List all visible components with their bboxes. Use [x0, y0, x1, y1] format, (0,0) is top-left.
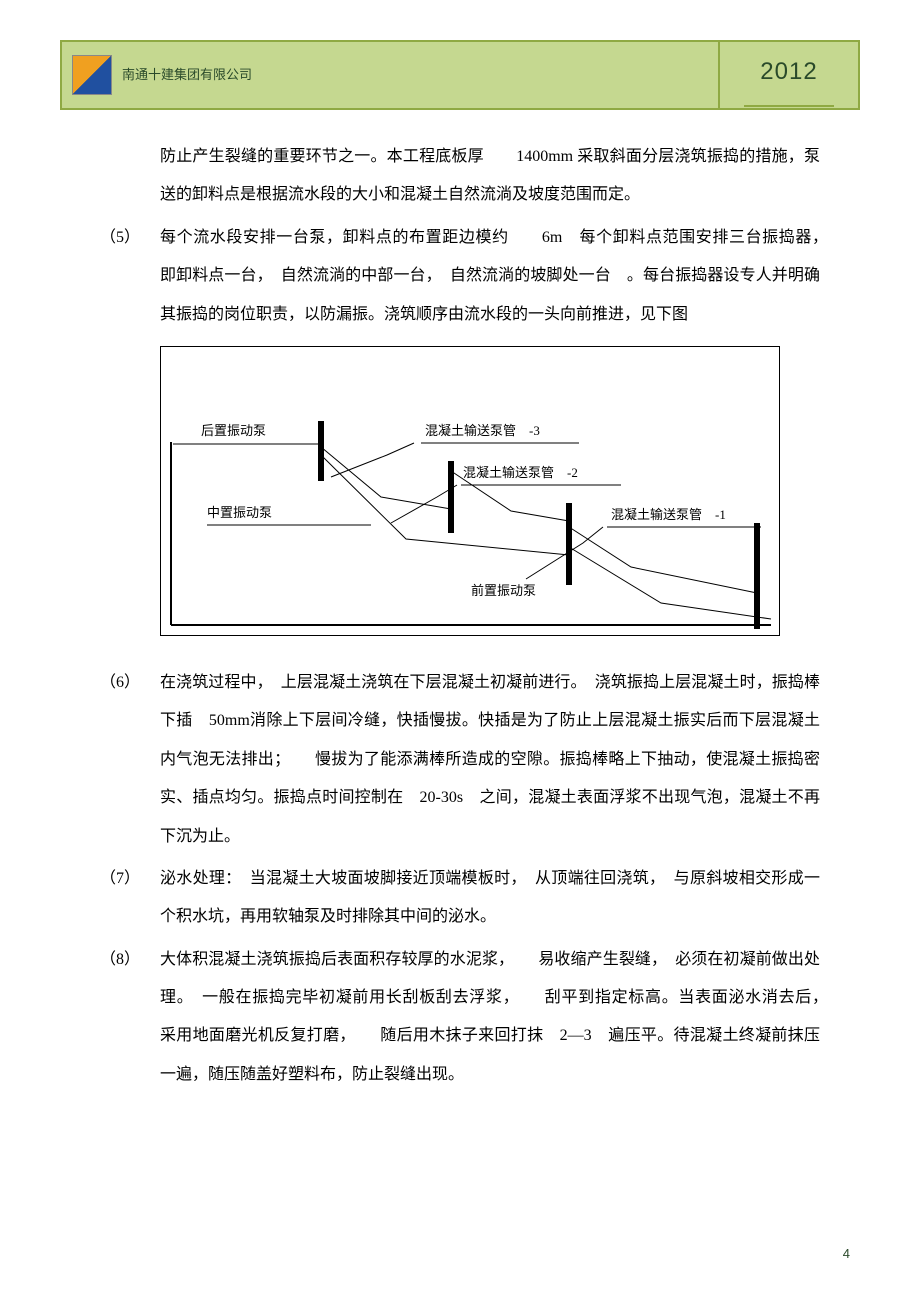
svg-text:后置振动泵: 后置振动泵: [201, 423, 266, 438]
document-year: 2012: [760, 43, 817, 101]
header-left: 南通十建集团有限公司: [62, 42, 718, 108]
document-header: 南通十建集团有限公司 2012: [60, 40, 860, 110]
page-number: 4: [843, 1238, 850, 1269]
header-right: 2012: [718, 42, 858, 108]
list-item: （5） 每个流水段安排一台泵，卸料点的布置距边模约 6m 每个卸料点范围安排三台…: [100, 219, 820, 334]
svg-text:混凝土输送泵管 -3: 混凝土输送泵管 -3: [425, 423, 540, 438]
company-logo-icon: [72, 55, 112, 95]
pouring-diagram: 后置振动泵中置振动泵前置振动泵 混凝土输送泵管 -3 混凝土输送泵管 -2 混凝土输送…: [160, 346, 780, 636]
list-item: （8） 大体积混凝土浇筑振捣后表面积存较厚的水泥浆， 易收缩产生裂缝， 必须在初…: [100, 941, 820, 1095]
item-text: 在浇筑过程中， 上层混凝土浇筑在下层混凝土初凝前进行。 浇筑振捣上层混凝土时，振…: [160, 664, 820, 856]
svg-text:中置振动泵: 中置振动泵: [207, 505, 272, 520]
svg-text:前置振动泵: 前置振动泵: [471, 583, 536, 598]
company-name: 南通十建集团有限公司: [122, 59, 252, 90]
item-number: （5）: [100, 219, 160, 334]
item-number: （8）: [100, 941, 160, 1095]
continuation-paragraph: 防止产生裂缝的重要环节之一。本工程底板厚 1400mm 采取斜面分层浇筑振捣的措…: [100, 138, 820, 215]
item-text: 泌水处理： 当混凝土大坡面坡脚接近顶端模板时， 从顶端往回浇筑， 与原斜坡相交形…: [160, 860, 820, 937]
item-number: （7）: [100, 860, 160, 937]
item-number: （6）: [100, 664, 160, 856]
page-content: 防止产生裂缝的重要环节之一。本工程底板厚 1400mm 采取斜面分层浇筑振捣的措…: [60, 138, 860, 1094]
list-item: （6） 在浇筑过程中， 上层混凝土浇筑在下层混凝土初凝前进行。 浇筑振捣上层混凝…: [100, 664, 820, 856]
year-underline: [744, 105, 834, 107]
diagram-svg: 后置振动泵中置振动泵前置振动泵 混凝土输送泵管 -3 混凝土输送泵管 -2 混凝土输送…: [161, 347, 781, 637]
list-item: （7） 泌水处理： 当混凝土大坡面坡脚接近顶端模板时， 从顶端往回浇筑， 与原斜…: [100, 860, 820, 937]
item-text: 大体积混凝土浇筑振捣后表面积存较厚的水泥浆， 易收缩产生裂缝， 必须在初凝前做出…: [160, 941, 820, 1095]
svg-text:混凝土输送泵管 -1: 混凝土输送泵管 -1: [611, 507, 726, 522]
svg-text:混凝土输送泵管 -2: 混凝土输送泵管 -2: [463, 465, 578, 480]
item-text: 每个流水段安排一台泵，卸料点的布置距边模约 6m 每个卸料点范围安排三台振捣器，…: [160, 219, 820, 334]
